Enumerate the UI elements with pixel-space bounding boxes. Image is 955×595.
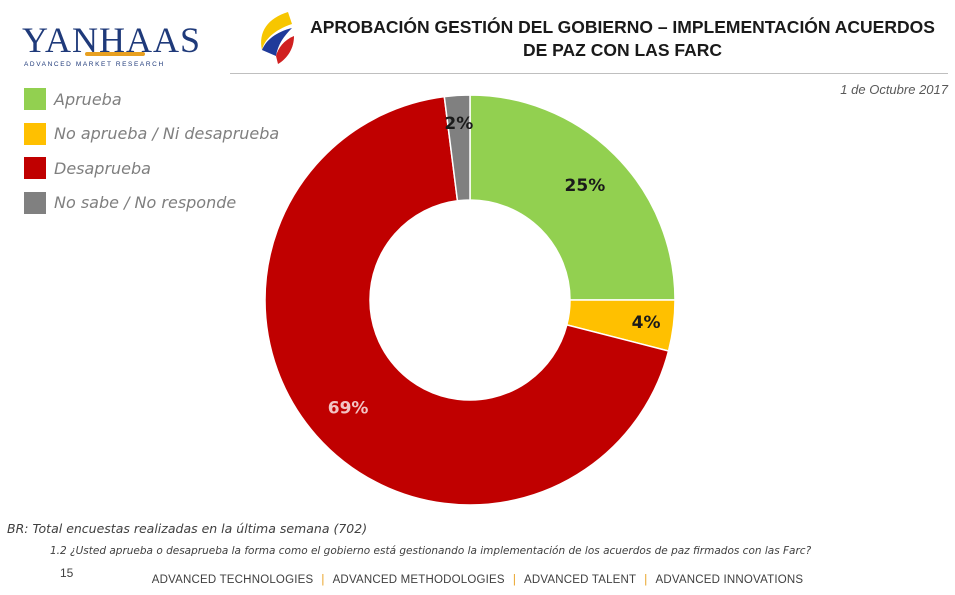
legend-swatch — [24, 157, 46, 180]
legend-swatch — [24, 88, 46, 111]
title-divider — [230, 73, 948, 74]
brand-logo-tagline: ADVANCED MARKET RESEARCH — [24, 61, 165, 68]
page-title-line-1: APROBACIÓN GESTIÓN DEL GOBIERNO – IMPLEM… — [310, 17, 935, 37]
legend-item: No sabe / No responde — [24, 186, 279, 221]
legend-label: No aprueba / Ni desaprueba — [54, 124, 280, 144]
colombia-flag-swoosh-icon — [261, 12, 294, 64]
footer-tagline: ADVANCED TECHNOLOGIES — [151, 574, 314, 586]
footer-tagline: ADVANCED INNOVATIONS — [655, 574, 804, 586]
legend-swatch — [24, 191, 46, 214]
legend-label: No sabe / No responde — [54, 193, 237, 213]
donut-slice — [469, 94, 676, 301]
slice-value-label: 2% — [444, 114, 473, 134]
slice-value-label: 25% — [565, 176, 606, 196]
base-note: BR: Total encuestas realizadas en la últ… — [7, 521, 368, 536]
slice-value-label: 4% — [632, 313, 661, 333]
footer-tagline: ADVANCED METHODOLOGIES — [332, 574, 505, 586]
page-number: 15 — [60, 566, 74, 580]
brand-logo: YANHAAS ADVANCED MARKET RESEARCH — [22, 20, 200, 72]
survey-question: 1.2 ¿Usted aprueba o desaprueba la forma… — [50, 545, 812, 557]
donut-slice — [443, 94, 471, 202]
footer-separator: | — [644, 574, 648, 586]
slice-value-label: 69% — [328, 398, 369, 418]
chart-legend: Aprueba No aprueba / Ni desaprueba Desapru… — [24, 82, 279, 220]
legend-item: Desaprueba — [24, 151, 279, 186]
brand-logo-accent — [85, 52, 145, 56]
footer-taglines: ADVANCED TECHNOLOGIES | ADVANCED METHODOLO… — [0, 574, 955, 586]
footer-separator: | — [512, 574, 516, 586]
page-title-line-2: DE PAZ CON LAS FARC — [523, 40, 722, 60]
legend-label: Aprueba — [54, 89, 122, 109]
footer-separator: | — [321, 574, 325, 586]
legend-item: No aprueba / Ni desaprueba — [24, 117, 279, 152]
legend-swatch — [24, 122, 46, 145]
legend-item: Aprueba — [24, 82, 279, 117]
donut-slice — [264, 95, 670, 506]
report-date: 1 de Octubre 2017 — [840, 82, 948, 97]
legend-label: Desaprueba — [54, 158, 151, 178]
page-title: APROBACIÓN GESTIÓN DEL GOBIERNO – IMPLEM… — [300, 16, 945, 62]
footer-tagline: ADVANCED TALENT — [524, 574, 637, 586]
